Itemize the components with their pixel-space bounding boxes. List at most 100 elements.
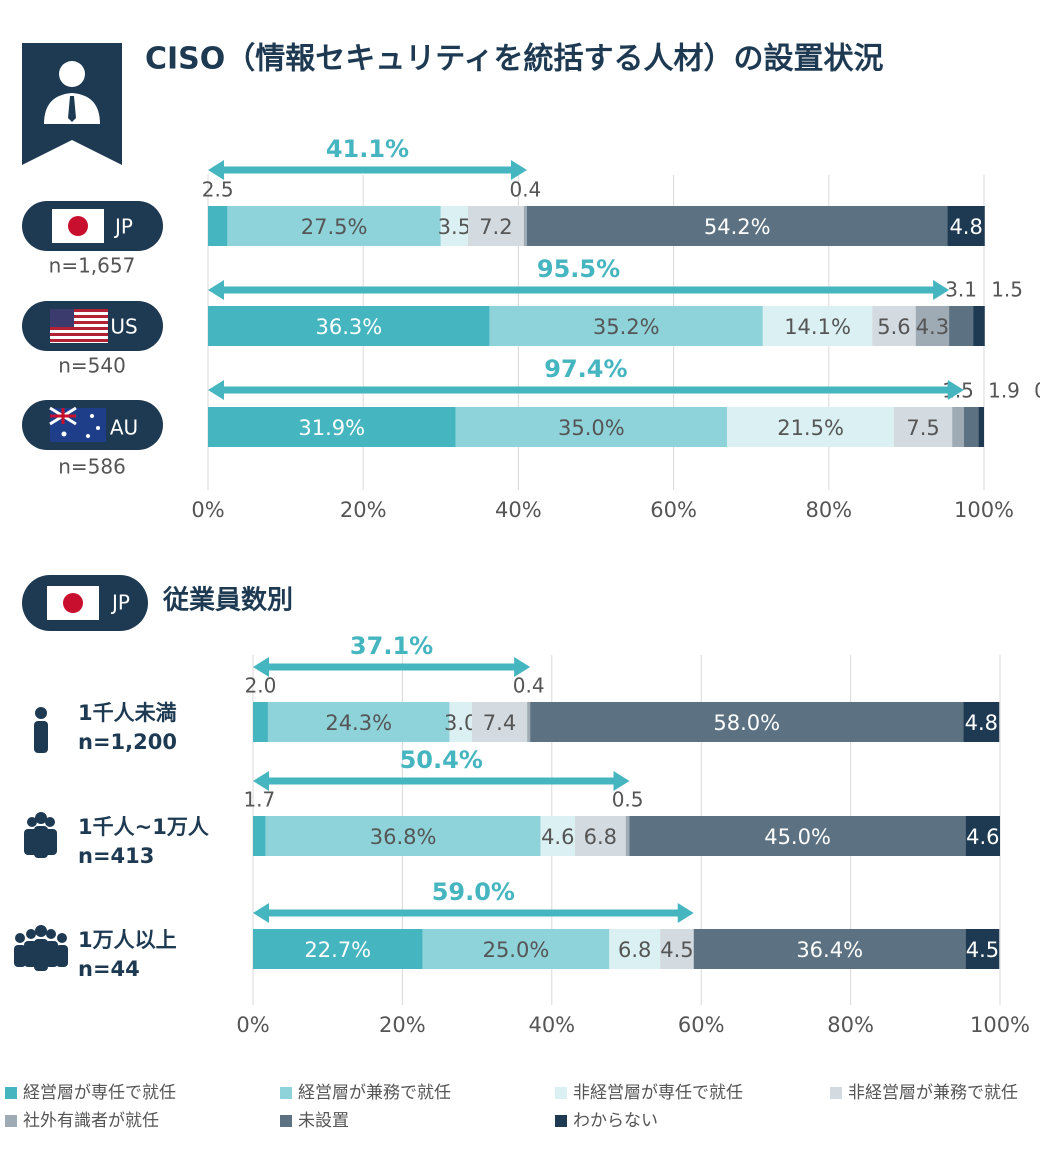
person-icon: [34, 707, 48, 753]
legend-label: わからない: [573, 1111, 658, 1131]
arrow-head: [253, 903, 269, 923]
x-tick-label: 60%: [678, 1013, 725, 1037]
arrow-head: [933, 280, 950, 300]
chart-title: 従業員数別: [162, 586, 293, 616]
value-label: 7.5: [906, 416, 939, 440]
value-label: 45.0%: [764, 825, 831, 849]
bar-segment: [893, 407, 953, 447]
annotation-label: 37.1%: [350, 632, 433, 660]
legend-swatch: [830, 1087, 842, 1099]
sample-size: n=44: [78, 957, 140, 981]
bar-segment: [208, 407, 456, 447]
badge-au: [22, 400, 163, 450]
bar-segment: [949, 306, 974, 346]
legend-swatch: [555, 1087, 567, 1099]
annotation-label: 41.1%: [326, 135, 409, 163]
value-label: 54.2%: [704, 215, 771, 239]
value-label: 3.1: [945, 278, 977, 302]
category-label: JP: [113, 215, 133, 239]
bar-segment: [523, 206, 527, 246]
bar-segment: [527, 702, 531, 742]
legend-swatch: [280, 1087, 292, 1099]
category-label: 1千人~1万人: [78, 815, 209, 839]
annotation-label: 97.4%: [544, 355, 627, 383]
value-label: 4.6: [966, 825, 999, 849]
bar-segment: [762, 306, 873, 346]
value-label: 1.7: [243, 788, 275, 812]
x-tick-label: 80%: [827, 1013, 874, 1037]
bar-segment: [625, 816, 630, 856]
bar-segment: [963, 702, 1000, 742]
value-label: 36.8%: [370, 825, 437, 849]
legend-label: 未設置: [298, 1111, 349, 1131]
bar-segment: [952, 407, 964, 447]
bar-segment: [915, 306, 950, 346]
value-label: 2.0: [245, 674, 277, 698]
badge-jp-2: [22, 575, 148, 631]
bar-segment: [265, 816, 541, 856]
bar-segment: [965, 816, 1000, 856]
value-label: 4.5: [660, 938, 693, 962]
people-icon: [24, 812, 57, 858]
bar-segment: [609, 929, 661, 969]
value-label: 4.6: [541, 825, 574, 849]
bar-segment: [965, 929, 1000, 969]
sample-size: n=413: [78, 844, 154, 868]
value-label: 3.0: [444, 711, 477, 735]
arrow-head: [253, 657, 269, 677]
bar-segment: [693, 929, 966, 969]
x-tick-label: 0%: [236, 1013, 269, 1037]
bar-segment: [727, 407, 894, 447]
legend-label: 経営層が兼務で就任: [298, 1083, 451, 1103]
value-label: 1.5: [991, 278, 1023, 302]
value-label: 0.7: [1034, 379, 1040, 403]
legend-swatch: [5, 1087, 17, 1099]
icon-head: [59, 61, 85, 87]
bar-segment: [440, 206, 468, 246]
legend-swatch: [280, 1115, 292, 1127]
bar-segment: [467, 206, 524, 246]
icon-tie: [68, 96, 76, 122]
legend-label: 経営層が専任で就任: [23, 1083, 176, 1103]
x-tick-label: 100%: [970, 1013, 1030, 1037]
bar-segment: [208, 306, 490, 346]
value-label: 4.3: [916, 315, 949, 339]
arrow-head: [208, 160, 224, 180]
legend-swatch: [5, 1115, 17, 1127]
sample-size: n=1,200: [78, 730, 177, 754]
value-label: 7.4: [483, 711, 516, 735]
arrow-head: [253, 771, 269, 791]
arrow-head: [947, 380, 964, 400]
bar-segment: [227, 206, 441, 246]
arrow-head: [677, 903, 694, 923]
value-label: 36.3%: [315, 315, 382, 339]
arrow-head: [510, 160, 527, 180]
value-label: 4.8: [965, 711, 998, 735]
value-label: 36.4%: [796, 938, 863, 962]
x-tick-label: 100%: [954, 498, 1014, 522]
value-label: 4.8: [949, 215, 982, 239]
legend-label: 非経営層が専任で就任: [573, 1083, 743, 1103]
bar-segment: [422, 929, 610, 969]
bar-segment: [978, 407, 984, 447]
bar-segment: [489, 306, 763, 346]
value-label: 27.5%: [301, 215, 368, 239]
x-tick-label: 40%: [528, 1013, 575, 1037]
x-tick-label: 0%: [191, 498, 224, 522]
arrow-head: [208, 380, 224, 400]
x-tick-label: 20%: [379, 1013, 426, 1037]
legend-label: 非経営層が兼務で就任: [848, 1083, 1018, 1103]
sample-size: n=586: [58, 455, 126, 479]
bar-segment: [208, 206, 228, 246]
category-label: 1千人未満: [78, 701, 177, 725]
bar-segment: [872, 306, 916, 346]
badge-label: JP: [110, 591, 130, 615]
value-label: 6.8: [584, 825, 617, 849]
bar-segment: [471, 702, 528, 742]
value-label: 58.0%: [713, 711, 780, 735]
bar-segment: [530, 702, 964, 742]
bar-segment: [963, 407, 979, 447]
value-label: 0.5: [612, 788, 644, 812]
